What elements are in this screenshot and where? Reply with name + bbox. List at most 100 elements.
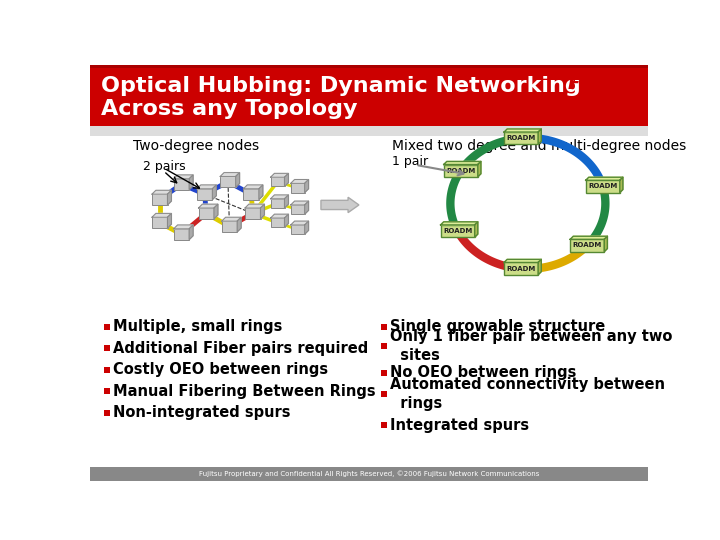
Polygon shape [220,173,240,177]
Text: FUJITSU: FUJITSU [567,75,648,93]
Bar [381,370,387,376]
Text: Manual Fibering Between Rings: Manual Fibering Between Rings [113,384,376,399]
Bar [291,225,305,234]
Text: Automated connectivity between
  rings: Automated connectivity between rings [390,377,665,411]
Polygon shape [305,221,309,234]
Polygon shape [291,201,309,205]
Polygon shape [271,195,289,199]
Polygon shape [604,236,608,252]
Bar [104,367,110,373]
Bar [570,239,604,252]
Bar [90,126,648,136]
Bar [90,65,648,126]
Bar [104,388,110,394]
Polygon shape [261,204,264,219]
Polygon shape [197,185,216,189]
Bar [243,189,259,200]
Polygon shape [199,204,218,208]
Text: Additional Fiber pairs required: Additional Fiber pairs required [113,341,369,356]
Polygon shape [444,161,481,165]
Bar [381,323,387,330]
Text: Integrated spurs: Integrated spurs [390,417,529,433]
Polygon shape [504,129,541,132]
Bar [90,65,648,68]
Bar [152,217,168,228]
Bar [104,410,110,416]
Bar [441,225,474,237]
Text: Non-integrated spurs: Non-integrated spurs [113,406,291,420]
Text: Across any Topology: Across any Topology [101,99,357,119]
Bar [271,199,284,208]
Text: ROADM: ROADM [446,168,475,174]
Bar [381,392,387,397]
Polygon shape [538,259,541,275]
Polygon shape [189,225,193,240]
Bar [585,180,620,193]
Bar [381,422,387,428]
Text: ROADM: ROADM [443,228,472,234]
Polygon shape [271,173,289,177]
Polygon shape [235,173,240,187]
Polygon shape [174,175,193,179]
Polygon shape [570,236,608,239]
Bar [381,343,387,349]
Bar [504,132,538,144]
Polygon shape [174,225,193,229]
Polygon shape [189,175,193,190]
Bar [271,177,284,186]
Polygon shape [305,201,309,214]
Bar [199,208,214,219]
Bar [444,165,478,177]
Bar [197,189,212,200]
Bar [220,177,235,187]
Polygon shape [168,190,171,205]
Polygon shape [585,177,623,180]
Text: ROADM: ROADM [506,135,536,141]
Text: ROADM: ROADM [506,266,536,272]
Bar [152,194,168,205]
Bar [104,323,110,330]
Text: Two-degree nodes: Two-degree nodes [132,139,258,153]
Polygon shape [474,222,478,237]
Polygon shape [152,190,171,194]
Polygon shape [504,259,541,262]
Polygon shape [478,161,481,177]
Polygon shape [284,195,289,208]
Polygon shape [305,179,309,193]
Text: 1 pair: 1 pair [392,154,428,167]
Bar [90,467,648,481]
Polygon shape [214,204,218,219]
Text: Multiple, small rings: Multiple, small rings [113,319,283,334]
Text: 2 pairs: 2 pairs [143,160,185,173]
Text: No OEO between rings: No OEO between rings [390,365,576,380]
Polygon shape [152,213,171,217]
Polygon shape [245,204,264,208]
Text: ROADM: ROADM [572,242,602,248]
Polygon shape [259,185,263,200]
Bar [104,345,110,351]
Polygon shape [243,185,263,189]
Bar [174,229,189,240]
Bar [504,262,538,275]
Polygon shape [538,129,541,144]
Polygon shape [168,213,171,228]
Text: Single growable structure: Single growable structure [390,319,606,334]
Text: ROADM: ROADM [588,184,617,190]
Bar [222,221,238,232]
Bar [291,205,305,214]
Bar [245,208,261,219]
Polygon shape [238,217,241,232]
Bar [291,184,305,193]
Polygon shape [620,177,623,193]
Bar [271,218,284,227]
Polygon shape [284,214,289,227]
Bar [174,179,189,190]
Text: Fujitsu Proprietary and Confidential All Rights Reserved, ©2006 Fujitsu Network : Fujitsu Proprietary and Confidential All… [199,470,539,477]
Polygon shape [291,221,309,225]
Polygon shape [212,185,216,200]
Polygon shape [222,217,241,221]
Text: Mixed two degree and multi-degree nodes: Mixed two degree and multi-degree nodes [392,139,686,153]
Circle shape [585,73,591,79]
Polygon shape [441,222,478,225]
Text: Optical Hubbing: Dynamic Networking: Optical Hubbing: Dynamic Networking [101,76,580,96]
